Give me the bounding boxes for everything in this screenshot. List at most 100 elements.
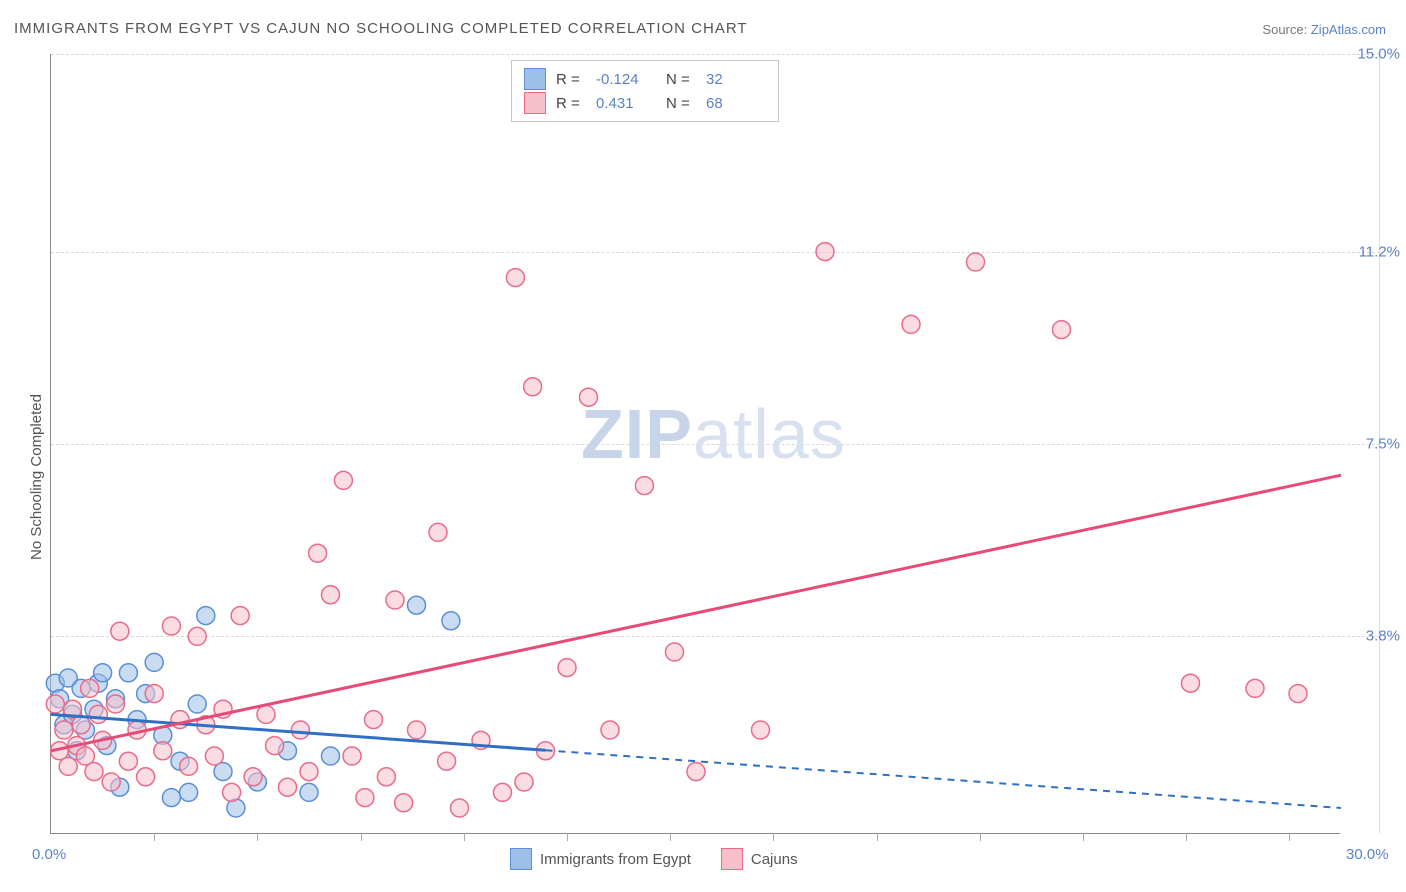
data-point <box>515 773 533 791</box>
x-tick <box>1186 833 1187 841</box>
data-point <box>145 685 163 703</box>
legend-r-value: 0.431 <box>596 95 656 112</box>
x-tick <box>980 833 981 841</box>
legend-stats-box: R =-0.124N =32R =0.431N =68 <box>511 60 779 122</box>
data-point <box>119 752 137 770</box>
data-point <box>451 799 469 817</box>
x-axis-max-label: 30.0% <box>1346 846 1389 863</box>
data-point <box>429 523 447 541</box>
data-point <box>635 477 653 495</box>
x-tick <box>154 833 155 841</box>
data-point <box>231 607 249 625</box>
data-point <box>524 378 542 396</box>
data-point <box>291 721 309 739</box>
y-tick-label: 7.5% <box>1366 436 1400 453</box>
data-point <box>386 591 404 609</box>
data-point <box>180 783 198 801</box>
data-point <box>309 544 327 562</box>
legend-swatch <box>524 92 546 114</box>
data-point <box>180 757 198 775</box>
data-point <box>257 705 275 723</box>
legend-r-label: R = <box>556 95 586 112</box>
y-axis-label: No Schooling Completed <box>28 394 45 560</box>
legend-swatch <box>510 848 532 870</box>
data-point <box>244 768 262 786</box>
data-point <box>666 643 684 661</box>
data-point <box>197 607 215 625</box>
data-point <box>102 773 120 791</box>
legend-r-label: R = <box>556 71 586 88</box>
legend-item: Cajuns <box>721 848 798 870</box>
data-point <box>300 783 318 801</box>
legend-series: Immigrants from Egypt Cajuns <box>510 848 798 870</box>
source-attribution: Source: ZipAtlas.com <box>1262 22 1386 37</box>
legend-series-label: Immigrants from Egypt <box>540 851 691 868</box>
data-point <box>1246 679 1264 697</box>
y-tick-label: 3.8% <box>1366 628 1400 645</box>
data-point <box>89 705 107 723</box>
source-link[interactable]: ZipAtlas.com <box>1311 22 1386 37</box>
data-point <box>266 737 284 755</box>
data-point <box>494 783 512 801</box>
data-point <box>967 253 985 271</box>
data-point <box>365 711 383 729</box>
trend-line-solid <box>51 714 546 750</box>
data-point <box>408 596 426 614</box>
data-point <box>145 653 163 671</box>
data-point <box>223 783 241 801</box>
data-point <box>902 315 920 333</box>
data-point <box>558 659 576 677</box>
data-point <box>1289 685 1307 703</box>
data-point <box>137 768 155 786</box>
x-tick <box>464 833 465 841</box>
data-point <box>162 617 180 635</box>
data-point <box>279 778 297 796</box>
x-axis-origin-label: 0.0% <box>32 846 66 863</box>
legend-series-label: Cajuns <box>751 851 798 868</box>
legend-swatch <box>524 68 546 90</box>
legend-item: Immigrants from Egypt <box>510 848 691 870</box>
data-point <box>85 763 103 781</box>
data-point <box>154 742 172 760</box>
legend-n-label: N = <box>666 95 696 112</box>
x-tick <box>1083 833 1084 841</box>
data-point <box>162 789 180 807</box>
data-point <box>1182 674 1200 692</box>
data-point <box>46 695 64 713</box>
chart-title: IMMIGRANTS FROM EGYPT VS CAJUN NO SCHOOL… <box>14 20 748 37</box>
legend-stats-row: R = -0.124 N = 32 <box>524 67 766 91</box>
data-point <box>343 747 361 765</box>
data-point <box>81 679 99 697</box>
source-label: Source: <box>1262 22 1307 37</box>
x-tick <box>1289 833 1290 841</box>
data-point <box>752 721 770 739</box>
data-point <box>94 664 112 682</box>
data-point <box>111 622 129 640</box>
data-point <box>816 243 834 261</box>
data-point <box>119 664 137 682</box>
legend-stats-row: R =0.431N =68 <box>524 91 766 115</box>
data-point <box>188 627 206 645</box>
x-tick <box>361 833 362 841</box>
legend-n-value: 32 <box>706 71 766 88</box>
data-point <box>322 586 340 604</box>
data-point <box>687 763 705 781</box>
x-tick <box>670 833 671 841</box>
x-tick <box>877 833 878 841</box>
data-point <box>1053 321 1071 339</box>
data-point <box>300 763 318 781</box>
data-point <box>408 721 426 739</box>
legend-swatch <box>721 848 743 870</box>
x-tick <box>257 833 258 841</box>
legend-r-value: -0.124 <box>596 71 656 88</box>
data-point <box>205 747 223 765</box>
y-tick-label: 11.2% <box>1359 243 1400 260</box>
data-point <box>601 721 619 739</box>
x-tick <box>773 833 774 841</box>
data-point <box>188 695 206 713</box>
legend-n-label: N = <box>666 71 696 88</box>
data-point <box>322 747 340 765</box>
data-point <box>442 612 460 630</box>
data-point <box>377 768 395 786</box>
data-point <box>506 269 524 287</box>
